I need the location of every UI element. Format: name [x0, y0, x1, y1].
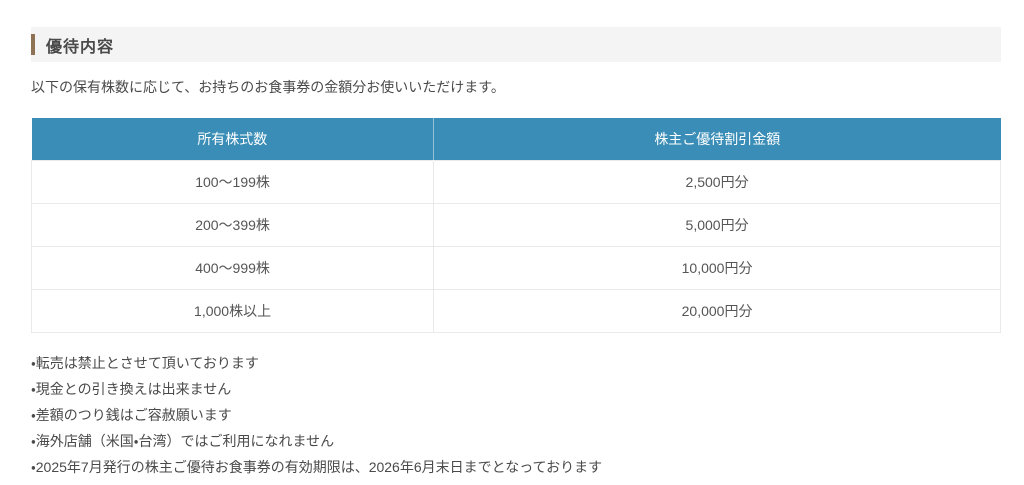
table-row: 1,000株以上 20,000円分: [30, 288, 1001, 333]
table-header-row: 所有株式数 株主ご優待割引金額: [31, 118, 1001, 161]
intro-text: 以下の保有株数に応じて、お持ちのお食事券の金額分お使いいただけます。: [31, 79, 505, 95]
table-row: 100〜199株 2,500円分: [30, 159, 1001, 204]
note-item: ・差額のつり銭はご容赦願います: [31, 406, 232, 423]
cell-shares: 1,000株以上: [30, 288, 435, 333]
cell-discount: 20,000円分: [433, 288, 1001, 333]
cell-discount: 10,000円分: [433, 245, 1001, 290]
section-title: 優待内容: [46, 38, 115, 56]
note-item: ・海外店舗（米国・台湾）ではご利用になれません: [31, 432, 335, 449]
note-item: ・現金との引き換えは出来ません: [31, 380, 232, 397]
section-heading-band: 優待内容: [31, 27, 1001, 62]
note-item: ・2025年7月発行の株主ご優待お食事券の有効期限は、2026年6月末日までとな…: [31, 458, 603, 475]
col-header-discount: 株主ご優待割引金額: [433, 118, 1001, 161]
heading-accent-bar: [31, 34, 35, 55]
col-header-shares: 所有株式数: [31, 118, 434, 161]
benefits-table: 所有株式数 株主ご優待割引金額 100〜199株 2,500円分 200〜399…: [30, 118, 1001, 333]
cell-shares: 400〜999株: [30, 245, 435, 290]
table-row: 200〜399株 5,000円分: [30, 202, 1001, 247]
notes-list: ・転売は禁止とさせて頂いております ・現金との引き換えは出来ません ・差額のつり…: [31, 350, 1001, 480]
cell-shares: 200〜399株: [30, 202, 435, 247]
note-item: ・転売は禁止とさせて頂いております: [31, 354, 259, 371]
cell-discount: 2,500円分: [433, 159, 1001, 204]
cell-discount: 5,000円分: [433, 202, 1001, 247]
cell-shares: 100〜199株: [30, 159, 435, 204]
table-row: 400〜999株 10,000円分: [30, 245, 1001, 290]
